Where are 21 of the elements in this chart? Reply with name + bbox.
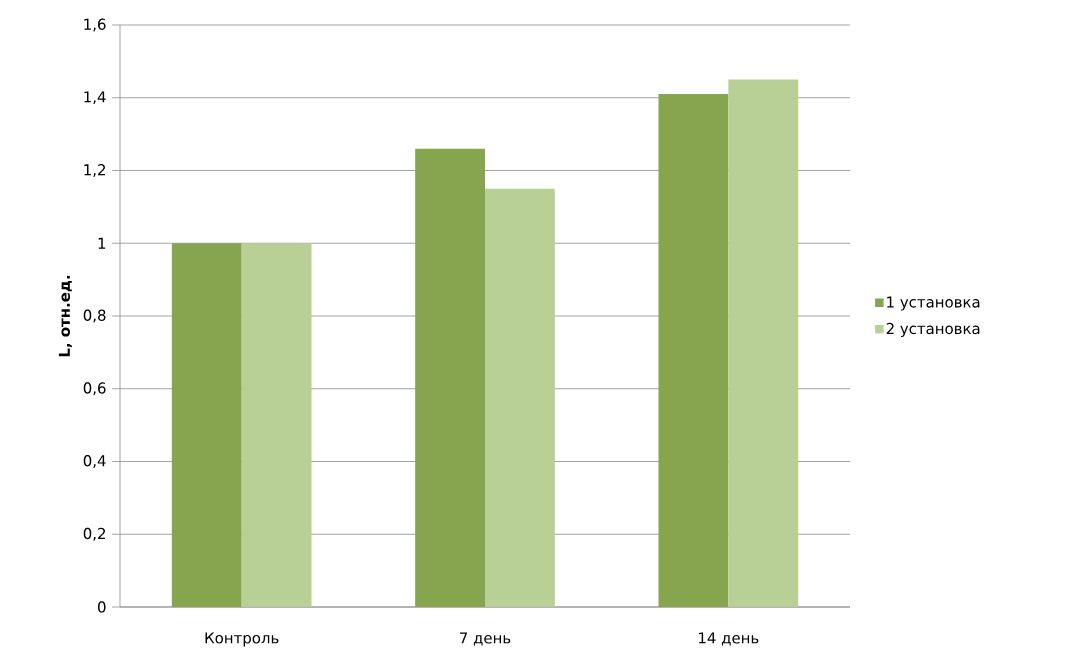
y-tick-label: 0,8 <box>83 309 106 323</box>
y-tick-label: 1,6 <box>84 18 106 32</box>
y-axis-title: L, отн.ед. <box>58 275 72 357</box>
x-tick-label: 14 день <box>699 632 759 646</box>
y-tick-label: 0,2 <box>83 527 106 541</box>
bar <box>415 148 485 607</box>
y-tick-label: 0 <box>97 601 106 613</box>
y-tick-label: 1 <box>98 237 106 249</box>
bar <box>728 79 799 607</box>
legend-label: 1 установка <box>887 296 980 311</box>
bar <box>241 243 312 607</box>
legend-label: 2 установка <box>886 322 980 338</box>
bar <box>485 188 555 607</box>
y-tick-label: 1,2 <box>84 164 106 177</box>
y-tick-label: 0,6 <box>83 382 106 396</box>
x-tick-label: 7 день <box>460 632 511 646</box>
y-tick-label: 0,4 <box>83 455 106 468</box>
y-tick-label: 1,4 <box>84 91 106 105</box>
x-tick-label: Контроль <box>205 632 279 647</box>
bar <box>171 243 242 607</box>
bar <box>658 94 729 607</box>
